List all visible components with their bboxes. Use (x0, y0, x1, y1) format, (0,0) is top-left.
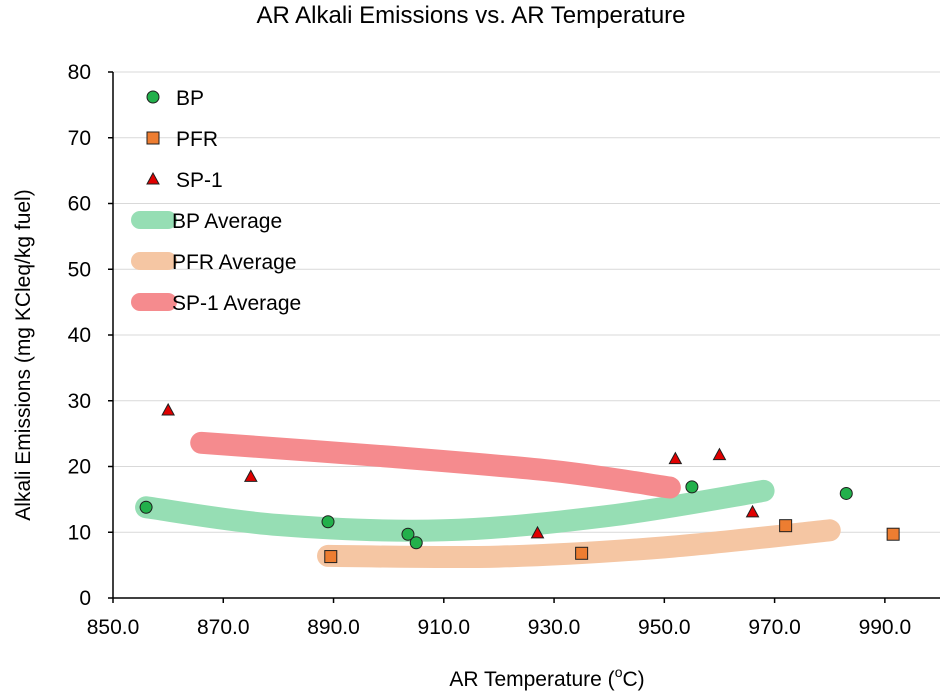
x-axis-title: AR Temperature (oC) (449, 664, 644, 691)
legend-item-bp: BP (146, 87, 204, 110)
legend-label: BP Average (172, 210, 282, 233)
legend-marker (146, 131, 160, 145)
pfr-point (886, 527, 900, 541)
legend-item-bp-average: BP Average (131, 210, 282, 233)
pfr-point (575, 546, 589, 560)
bp-point (839, 486, 853, 500)
bp-point (321, 515, 335, 529)
legend-label: SP-1 Average (172, 292, 301, 315)
x-tick-label: 910.0 (418, 616, 471, 639)
y-tick-label: 0 (79, 587, 91, 610)
sp-1-point (712, 447, 727, 461)
y-tick-label: 80 (68, 61, 91, 84)
x-tick-label: 930.0 (528, 616, 581, 639)
sp-1-point (530, 525, 545, 539)
y-axis-title: Alkali Emissions (mg KCleq/kg fuel) (12, 189, 35, 520)
sp-1-point (161, 402, 175, 416)
sp-1-average-curve (190, 431, 681, 499)
pfr-point (779, 519, 793, 533)
legend-item-sp-1: SP-1 (146, 169, 223, 192)
sp-1-point (745, 504, 760, 518)
y-tick-label: 10 (68, 521, 91, 544)
chart-title: AR Alkali Emissions vs. AR Temperature (256, 2, 686, 29)
bp-point (409, 536, 423, 550)
bp-average-curve (135, 479, 775, 542)
bp-point (139, 500, 153, 514)
y-tick-label: 20 (68, 456, 91, 479)
legend-marker (146, 171, 160, 185)
y-tick-label: 50 (68, 258, 91, 281)
bp-point (401, 527, 415, 541)
sp-1-point (668, 451, 683, 465)
y-tick-label: 40 (68, 324, 91, 347)
x-tick-label: 850.0 (87, 616, 140, 639)
legend: BP PFR SP-1 BP Average PFR Average SP-1 Avera… (131, 87, 301, 315)
pfr-point (324, 550, 338, 564)
x-tick-label: 950.0 (638, 616, 691, 639)
average-curves (135, 431, 841, 569)
legend-item-pfr: PFR (146, 128, 218, 151)
legend-label: PFR Average (172, 251, 297, 274)
legend-marker (146, 90, 160, 104)
x-tick-label: 970.0 (748, 616, 801, 639)
legend-item-sp-1-average: SP-1 Average (131, 292, 301, 315)
legend-label: BP (176, 87, 204, 110)
data-points (139, 402, 900, 564)
sp-1-point (243, 469, 258, 482)
bp-point (685, 480, 699, 494)
legend-label: PFR (176, 128, 218, 151)
x-tick-label: 870.0 (197, 616, 250, 639)
x-tick-label: 990.0 (859, 616, 912, 639)
y-tick-label: 30 (68, 390, 91, 413)
y-tick-label: 60 (68, 193, 91, 216)
legend-item-pfr-average: PFR Average (131, 251, 297, 274)
axes: 0 10 20 30 40 50 60 70 80 850.0 870.0 890.0 910.0 930… (68, 61, 940, 639)
legend-label: SP-1 (176, 169, 223, 192)
x-tick-label: 890.0 (307, 616, 360, 639)
y-tick-label: 70 (68, 127, 91, 150)
